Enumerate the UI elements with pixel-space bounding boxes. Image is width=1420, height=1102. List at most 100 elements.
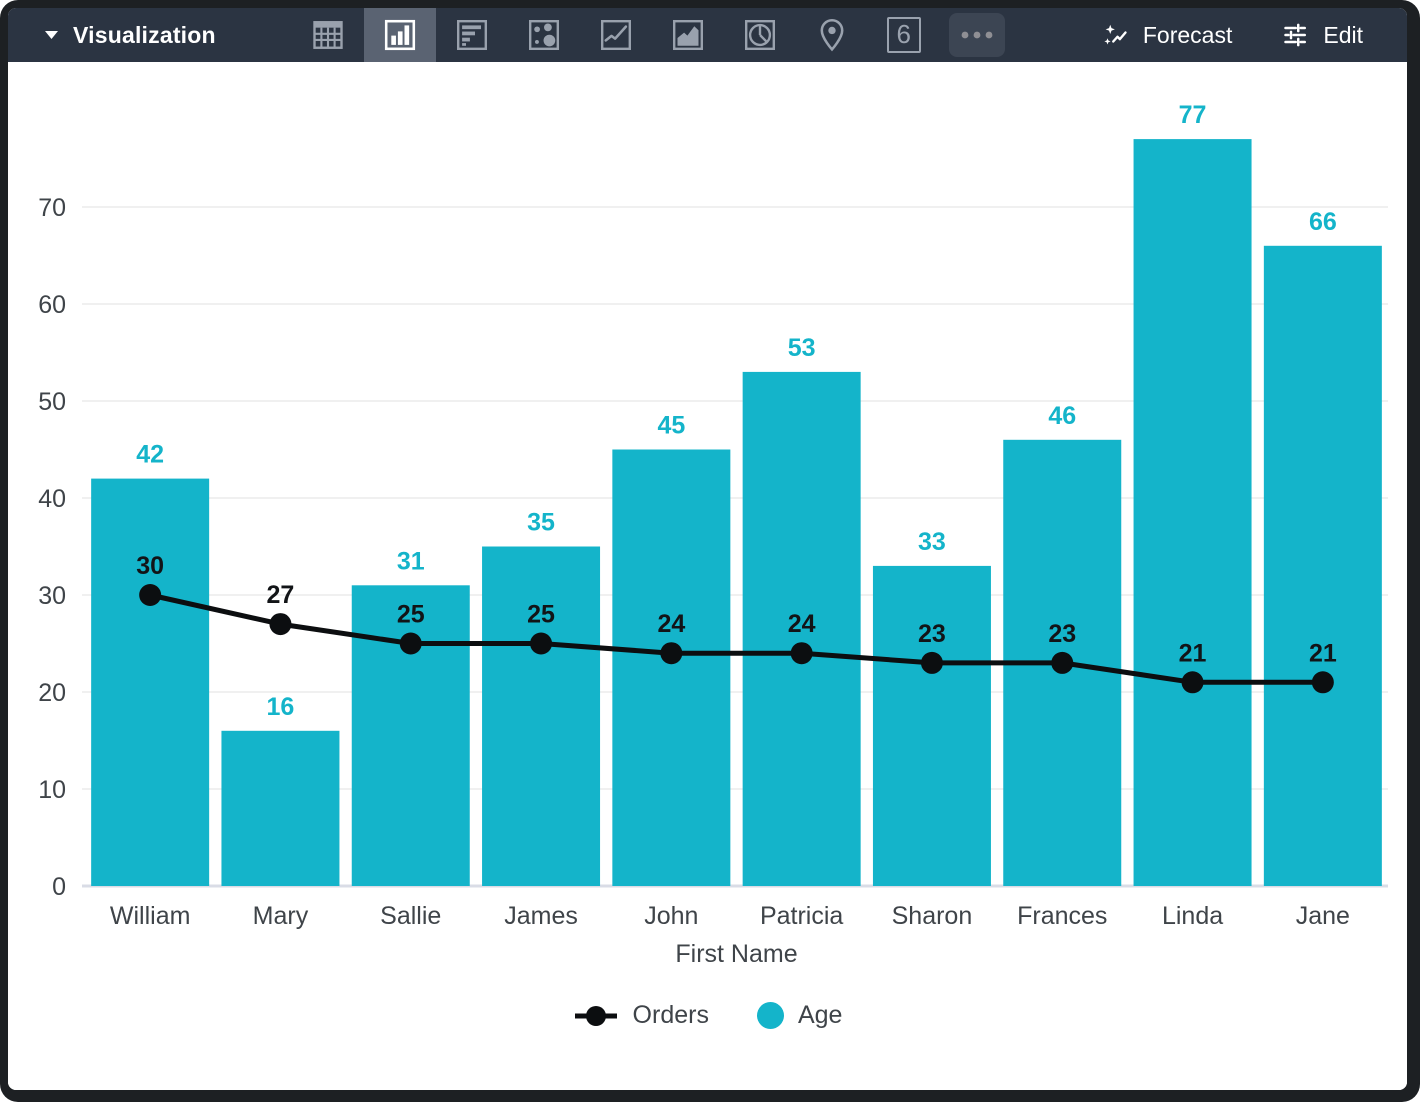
collapse-caret-icon [45,31,58,39]
forecast-label: Forecast [1142,21,1233,48]
point-value-label: 23 [918,620,946,648]
x-axis-title: First Name [675,940,797,968]
y-tick-label: 0 [52,873,66,901]
chart-type-area-button[interactable] [652,8,724,62]
visualization-panel: Visualization [8,8,1407,1090]
age-circle-marker-icon [756,1002,784,1029]
point-sharon[interactable] [920,651,943,674]
bar-value-label: 35 [527,509,555,537]
chart-type-single-value-button[interactable]: 6 [868,8,940,62]
legend-dot [585,1005,606,1026]
edit-label: Edit [1323,21,1363,48]
point-value-label: 25 [527,601,555,629]
chart-type-column-button[interactable] [363,8,436,62]
point-value-label: 21 [1179,639,1207,667]
bar-john[interactable] [612,449,731,887]
point-james[interactable] [530,632,553,655]
chart-type-line-button[interactable] [580,8,652,62]
tune-icon [1284,23,1307,47]
point-frances[interactable] [1051,651,1074,674]
x-category-label: Sharon [892,902,973,930]
y-tick-label: 60 [38,291,66,319]
bar-value-label: 45 [657,412,685,440]
point-value-label: 24 [657,610,685,638]
point-linda[interactable] [1181,671,1204,694]
point-value-label: 23 [1048,620,1076,648]
x-category-label: Jane [1296,902,1350,930]
x-category-label: Sallie [380,902,441,930]
chart-type-map-button[interactable] [796,8,868,62]
bar-value-label: 16 [267,693,295,721]
bar-james[interactable] [482,546,601,887]
bar-patricia[interactable] [742,371,861,886]
map-pin-icon [820,18,844,52]
y-tick-label: 10 [38,776,66,804]
point-value-label: 24 [788,610,816,638]
bar-value-label: 31 [397,547,425,575]
combo-chart: 0 10 20 30 40 50 60 70 42 16 31 35 45 53 33 46 77 66 30 27 2… [38,101,1388,968]
bar-value-label: 33 [918,528,946,556]
legend-item-orders[interactable]: Orders [573,1001,709,1030]
orders-line-marker-icon [574,1005,617,1026]
bar-william[interactable] [91,478,210,886]
x-category-label: Patricia [760,902,843,930]
x-category-label: James [504,902,578,930]
chart-type-table-button[interactable] [292,8,364,62]
bar-value-label: 42 [136,441,164,469]
point-mary[interactable] [269,613,292,636]
bar-sharon[interactable] [872,565,991,886]
point-value-label: 25 [397,601,425,629]
toolbar-title: Visualization [73,21,216,48]
bar-sallie[interactable] [351,585,470,886]
visualization-header[interactable]: Visualization [8,8,216,62]
table-icon [313,21,343,49]
x-category-label: Frances [1017,902,1107,930]
pie-chart-icon [744,19,775,50]
point-sallie[interactable] [399,632,422,655]
bar-value-label: 77 [1179,101,1207,129]
chart-type-pie-button[interactable] [724,8,796,62]
point-john[interactable] [660,642,683,665]
y-tick-label: 50 [38,388,66,416]
legend-label-age: Age [797,1001,843,1029]
forecast-sparkle-icon [1104,24,1127,45]
ellipsis-icon [948,13,1005,57]
y-tick-label: 40 [38,485,66,513]
bar-value-label: 53 [788,334,816,362]
x-category-label: Mary [253,902,309,930]
toolbar-spacer [1006,8,1100,62]
bar-mary[interactable] [221,730,340,886]
legend-label-orders: Orders [632,1001,709,1029]
point-william[interactable] [139,584,162,606]
point-value-label: 21 [1309,639,1337,667]
point-value-label: 30 [136,552,164,580]
bar-chart-icon [456,19,487,50]
edit-button[interactable]: Edit [1280,8,1363,62]
orders-line [147,592,1326,685]
chart-type-scatter-button[interactable] [508,8,580,62]
forecast-button[interactable]: Forecast [1100,8,1232,62]
more-chart-types-button[interactable] [948,8,1006,62]
y-tick-label: 20 [38,679,66,707]
visualization-toolbar: Visualization [8,8,1407,62]
x-category-label: William [110,902,191,930]
chart-type-buttons: 6 [292,8,1006,62]
bar-jane[interactable] [1263,245,1382,887]
bar-value-label: 66 [1309,208,1337,236]
y-tick-label: 30 [38,582,66,610]
scatter-icon [528,19,559,50]
point-jane[interactable] [1311,671,1334,694]
chart-legend: Orders Age [8,1001,1407,1030]
column-chart-icon [384,19,415,51]
point-patricia[interactable] [790,642,813,665]
legend-item-age[interactable]: Age [756,1001,843,1030]
chart-type-bar-button[interactable] [436,8,508,62]
line-chart-icon [600,19,631,50]
bar-value-label: 46 [1048,402,1076,430]
bar-linda[interactable] [1133,139,1252,887]
x-category-label: Linda [1162,902,1223,930]
chart-panel: 0 10 20 30 40 50 60 70 42 16 31 35 45 53 33 46 77 66 30 27 2… [8,62,1407,1090]
y-tick-label: 70 [38,194,66,222]
single-value-icon: 6 [886,17,921,53]
